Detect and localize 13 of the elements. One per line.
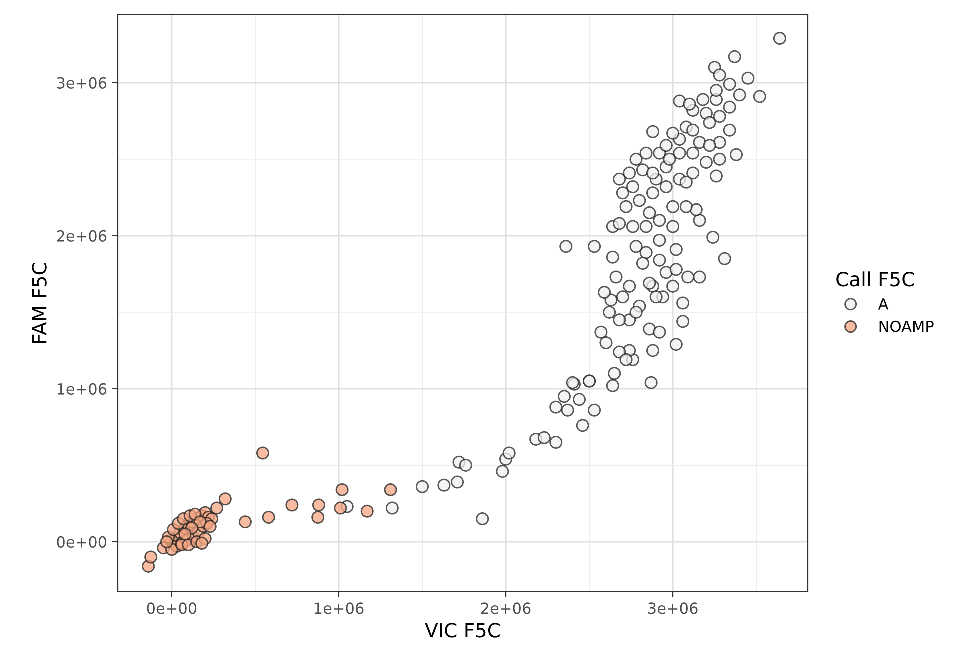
x-tick-label: 2e+06 [481,602,531,614]
y-tick-label: 1e+06 [58,383,107,395]
y-axis-title: FAM F5C [32,263,47,343]
y-tick-label: 0e+00 [57,536,107,548]
x-axis-title: VIC F5C [425,623,500,638]
legend-label: A [878,298,889,310]
y-tick-label: 3e+06 [57,77,107,89]
x-tick-label: 1e+06 [314,602,364,614]
legend-label: NOAMP [880,320,934,332]
x-tick-label: 0e+00 [147,602,197,614]
x-tick-label: 3e+06 [648,602,698,614]
y-tick-label: 2e+06 [57,230,107,242]
legend-title: Call F5C [836,272,914,287]
